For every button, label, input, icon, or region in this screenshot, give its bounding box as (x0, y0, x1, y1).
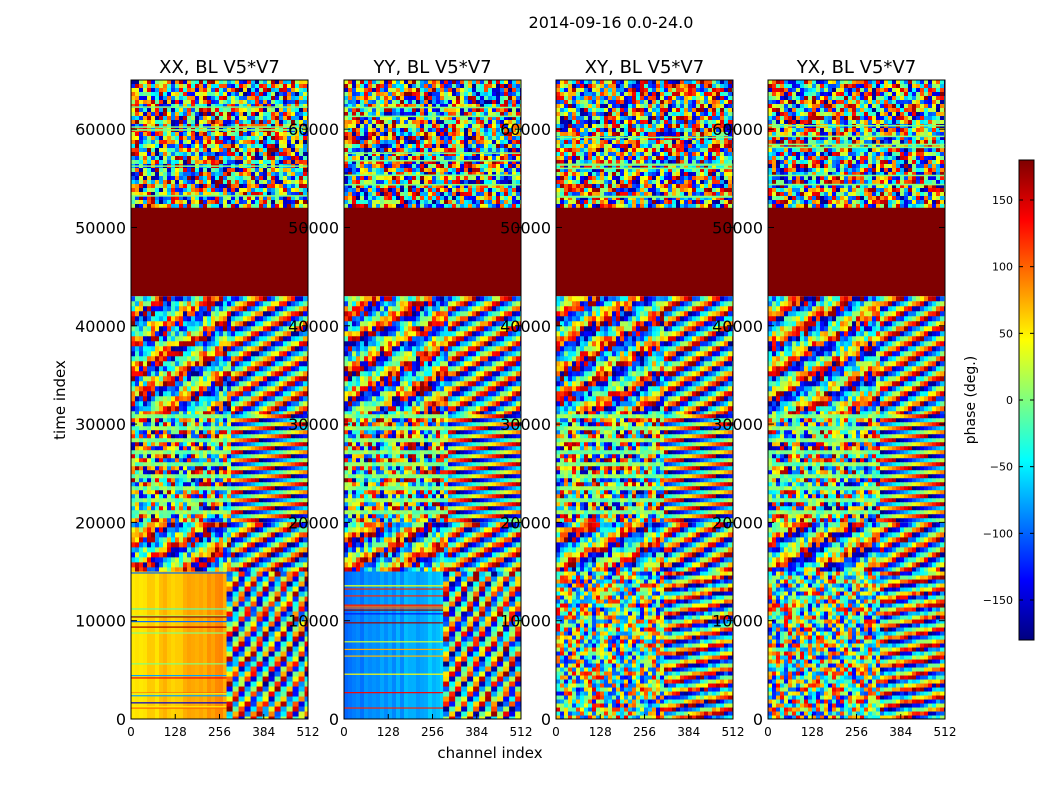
x-tick-label: 384 (677, 725, 700, 739)
colorbar: −150 −100 −50 0 50 100 150 phase (deg.) (963, 159, 1035, 641)
x-tick-label: 256 (633, 725, 656, 739)
y-tick-label: 0 (329, 710, 339, 729)
colorbar-label: phase (deg.) (963, 356, 979, 444)
colorbar-tick-label: 0 (1006, 394, 1013, 407)
y-tick-label: 50000 (75, 218, 126, 237)
x-tick-label: 128 (377, 725, 400, 739)
x-tick-label: 256 (421, 725, 444, 739)
x-tick-label: 512 (297, 725, 320, 739)
heatmap (131, 80, 308, 719)
colorbar-tick-label: −150 (983, 594, 1013, 607)
y-tick-label: 40000 (500, 317, 551, 336)
panel-title: XY, BL V5*V7 (585, 57, 704, 78)
colorbar-tick-label: 150 (992, 194, 1013, 207)
y-tick-label: 10000 (500, 612, 551, 631)
y-tick-label: 0 (116, 710, 126, 729)
heatmap (768, 80, 945, 719)
y-tick-label: 10000 (712, 612, 763, 631)
x-tick-label: 384 (889, 725, 912, 739)
y-tick-label: 60000 (712, 120, 763, 139)
panel-title: YY, BL V5*V7 (372, 57, 491, 78)
x-tick-label: 128 (164, 725, 187, 739)
y-tick-label: 50000 (712, 218, 763, 237)
heatmap (556, 80, 733, 719)
colorbar-ticks: −150 −100 −50 0 50 100 150 (983, 194, 1034, 607)
colorbar-tick-label: 100 (992, 261, 1013, 274)
colorbar-tick-label: −50 (990, 461, 1013, 474)
y-tick-label: 0 (541, 710, 551, 729)
panel-title: YX, BL V5*V7 (796, 57, 916, 78)
heatmap (344, 80, 521, 719)
y-tick-label: 40000 (75, 317, 126, 336)
y-tick-label: 30000 (712, 415, 763, 434)
x-tick-label: 0 (340, 725, 348, 739)
y-tick-label: 40000 (288, 317, 339, 336)
x-tick-label: 0 (764, 725, 772, 739)
x-axis-label: channel index (437, 744, 542, 762)
x-tick-label: 256 (208, 725, 231, 739)
y-tick-label: 10000 (288, 612, 339, 631)
x-tick-label: 512 (722, 725, 745, 739)
colorbar-tick-label: 50 (999, 327, 1013, 340)
y-tick-label: 50000 (500, 218, 551, 237)
x-tick-label: 384 (465, 725, 488, 739)
colorbar-tick-label: −100 (983, 527, 1013, 540)
y-tick-label: 60000 (288, 120, 339, 139)
y-tick-label: 20000 (500, 513, 551, 532)
y-tick-label: 30000 (75, 415, 126, 434)
x-tick-label: 256 (845, 725, 868, 739)
y-tick-label: 20000 (75, 513, 126, 532)
x-tick-label: 128 (801, 725, 824, 739)
y-tick-label: 30000 (500, 415, 551, 434)
y-axis-label: time index (51, 360, 69, 440)
x-tick-label: 0 (127, 725, 135, 739)
panel-title: XX, BL V5*V7 (159, 57, 280, 78)
y-tick-label: 10000 (75, 612, 126, 631)
panel-yy: YY, BL V5*V7 0 10000 20000 30000 40000 50000 60… (288, 57, 532, 739)
x-tick-label: 128 (589, 725, 612, 739)
y-tick-label: 60000 (75, 120, 126, 139)
x-tick-label: 0 (552, 725, 560, 739)
y-tick-label: 0 (753, 710, 763, 729)
figure-title: 2014-09-16 0.0-24.0 (529, 13, 694, 32)
x-tick-label: 384 (252, 725, 275, 739)
y-tick-label: 60000 (500, 120, 551, 139)
y-tick-label: 40000 (712, 317, 763, 336)
panel-xy: XY, BL V5*V7 0 10000 20000 30000 40000 50000 60… (500, 57, 744, 739)
panel-xx: XX, BL V5*V7 0 10000 20000 30000 40000 50000 60… (75, 57, 319, 739)
x-tick-label: 512 (510, 725, 533, 739)
y-tick-label: 20000 (288, 513, 339, 532)
y-tick-label: 20000 (712, 513, 763, 532)
x-tick-label: 512 (934, 725, 957, 739)
y-tick-label: 30000 (288, 415, 339, 434)
y-tick-label: 50000 (288, 218, 339, 237)
panel-yx: YX, BL V5*V7 0 10000 20000 30000 40000 50000 60… (712, 57, 956, 739)
panels: XX, BL V5*V7 0 10000 20000 30000 40000 50000 60… (75, 57, 956, 739)
